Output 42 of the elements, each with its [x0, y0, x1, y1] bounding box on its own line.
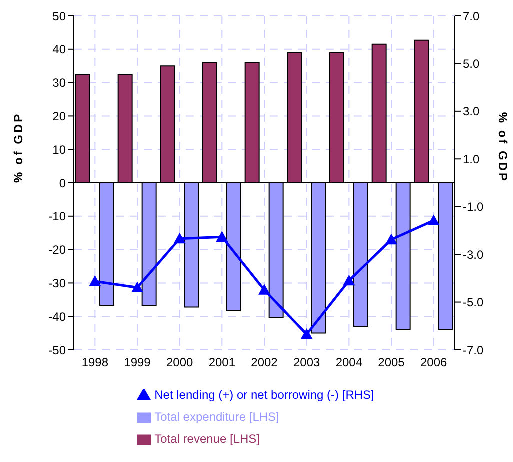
point	[428, 214, 440, 226]
y2-tick-label: 3.0	[463, 104, 480, 119]
y-tick-label: 20	[52, 109, 66, 124]
x-tick-label: 2000	[166, 356, 194, 370]
y2-tick-label: -7.0	[463, 343, 484, 358]
y-tick-label: -20	[48, 243, 66, 258]
y-tick-label: 10	[52, 142, 66, 157]
point	[300, 328, 313, 340]
legend-label: Total revenue [LHS]	[154, 432, 260, 446]
x-tick-label: 1999	[124, 356, 152, 370]
point	[216, 231, 228, 242]
y-tick-label: -30	[48, 276, 66, 290]
x-tick-label: 2005	[378, 356, 406, 370]
y2-tick-label: -1.0	[463, 200, 484, 214]
x-tick-label: 2004	[336, 356, 363, 370]
point	[89, 276, 102, 286]
y-tick-label: 40	[52, 42, 66, 57]
point	[258, 284, 270, 295]
x-tick-label: 1998	[82, 356, 109, 370]
y-tick-label: -40	[48, 310, 66, 324]
legend-label: Total expenditure [LHS]	[154, 410, 280, 424]
point	[386, 234, 398, 245]
legend-label: Net lending (+) or net borrowing (-) [RHS]	[154, 388, 374, 402]
y2-tick-label: -3.0	[463, 248, 484, 262]
y2-tick-label: 1.0	[463, 152, 480, 166]
point	[174, 232, 186, 244]
y-axis-title: % of GDP	[11, 112, 26, 183]
x-tick-label: 2001	[208, 356, 236, 370]
y2-axis-title: % of GDP	[496, 112, 510, 183]
point	[343, 274, 356, 286]
y-tick-label: 0	[59, 176, 66, 190]
x-tick-label: 2002	[251, 356, 278, 370]
y-tick-label: -10	[48, 210, 66, 224]
y-tick-label: -50	[48, 343, 66, 358]
x-tick-label: 2006	[420, 356, 448, 370]
point	[132, 282, 144, 293]
x-tick-label: 2003	[293, 356, 321, 370]
y-tick-label: 50	[52, 9, 66, 24]
y-tick-label: 30	[52, 76, 66, 90]
y2-tick-label: 7.0	[463, 9, 480, 24]
y2-tick-label: -5.0	[463, 296, 484, 310]
y2-tick-label: 5.0	[463, 56, 480, 71]
